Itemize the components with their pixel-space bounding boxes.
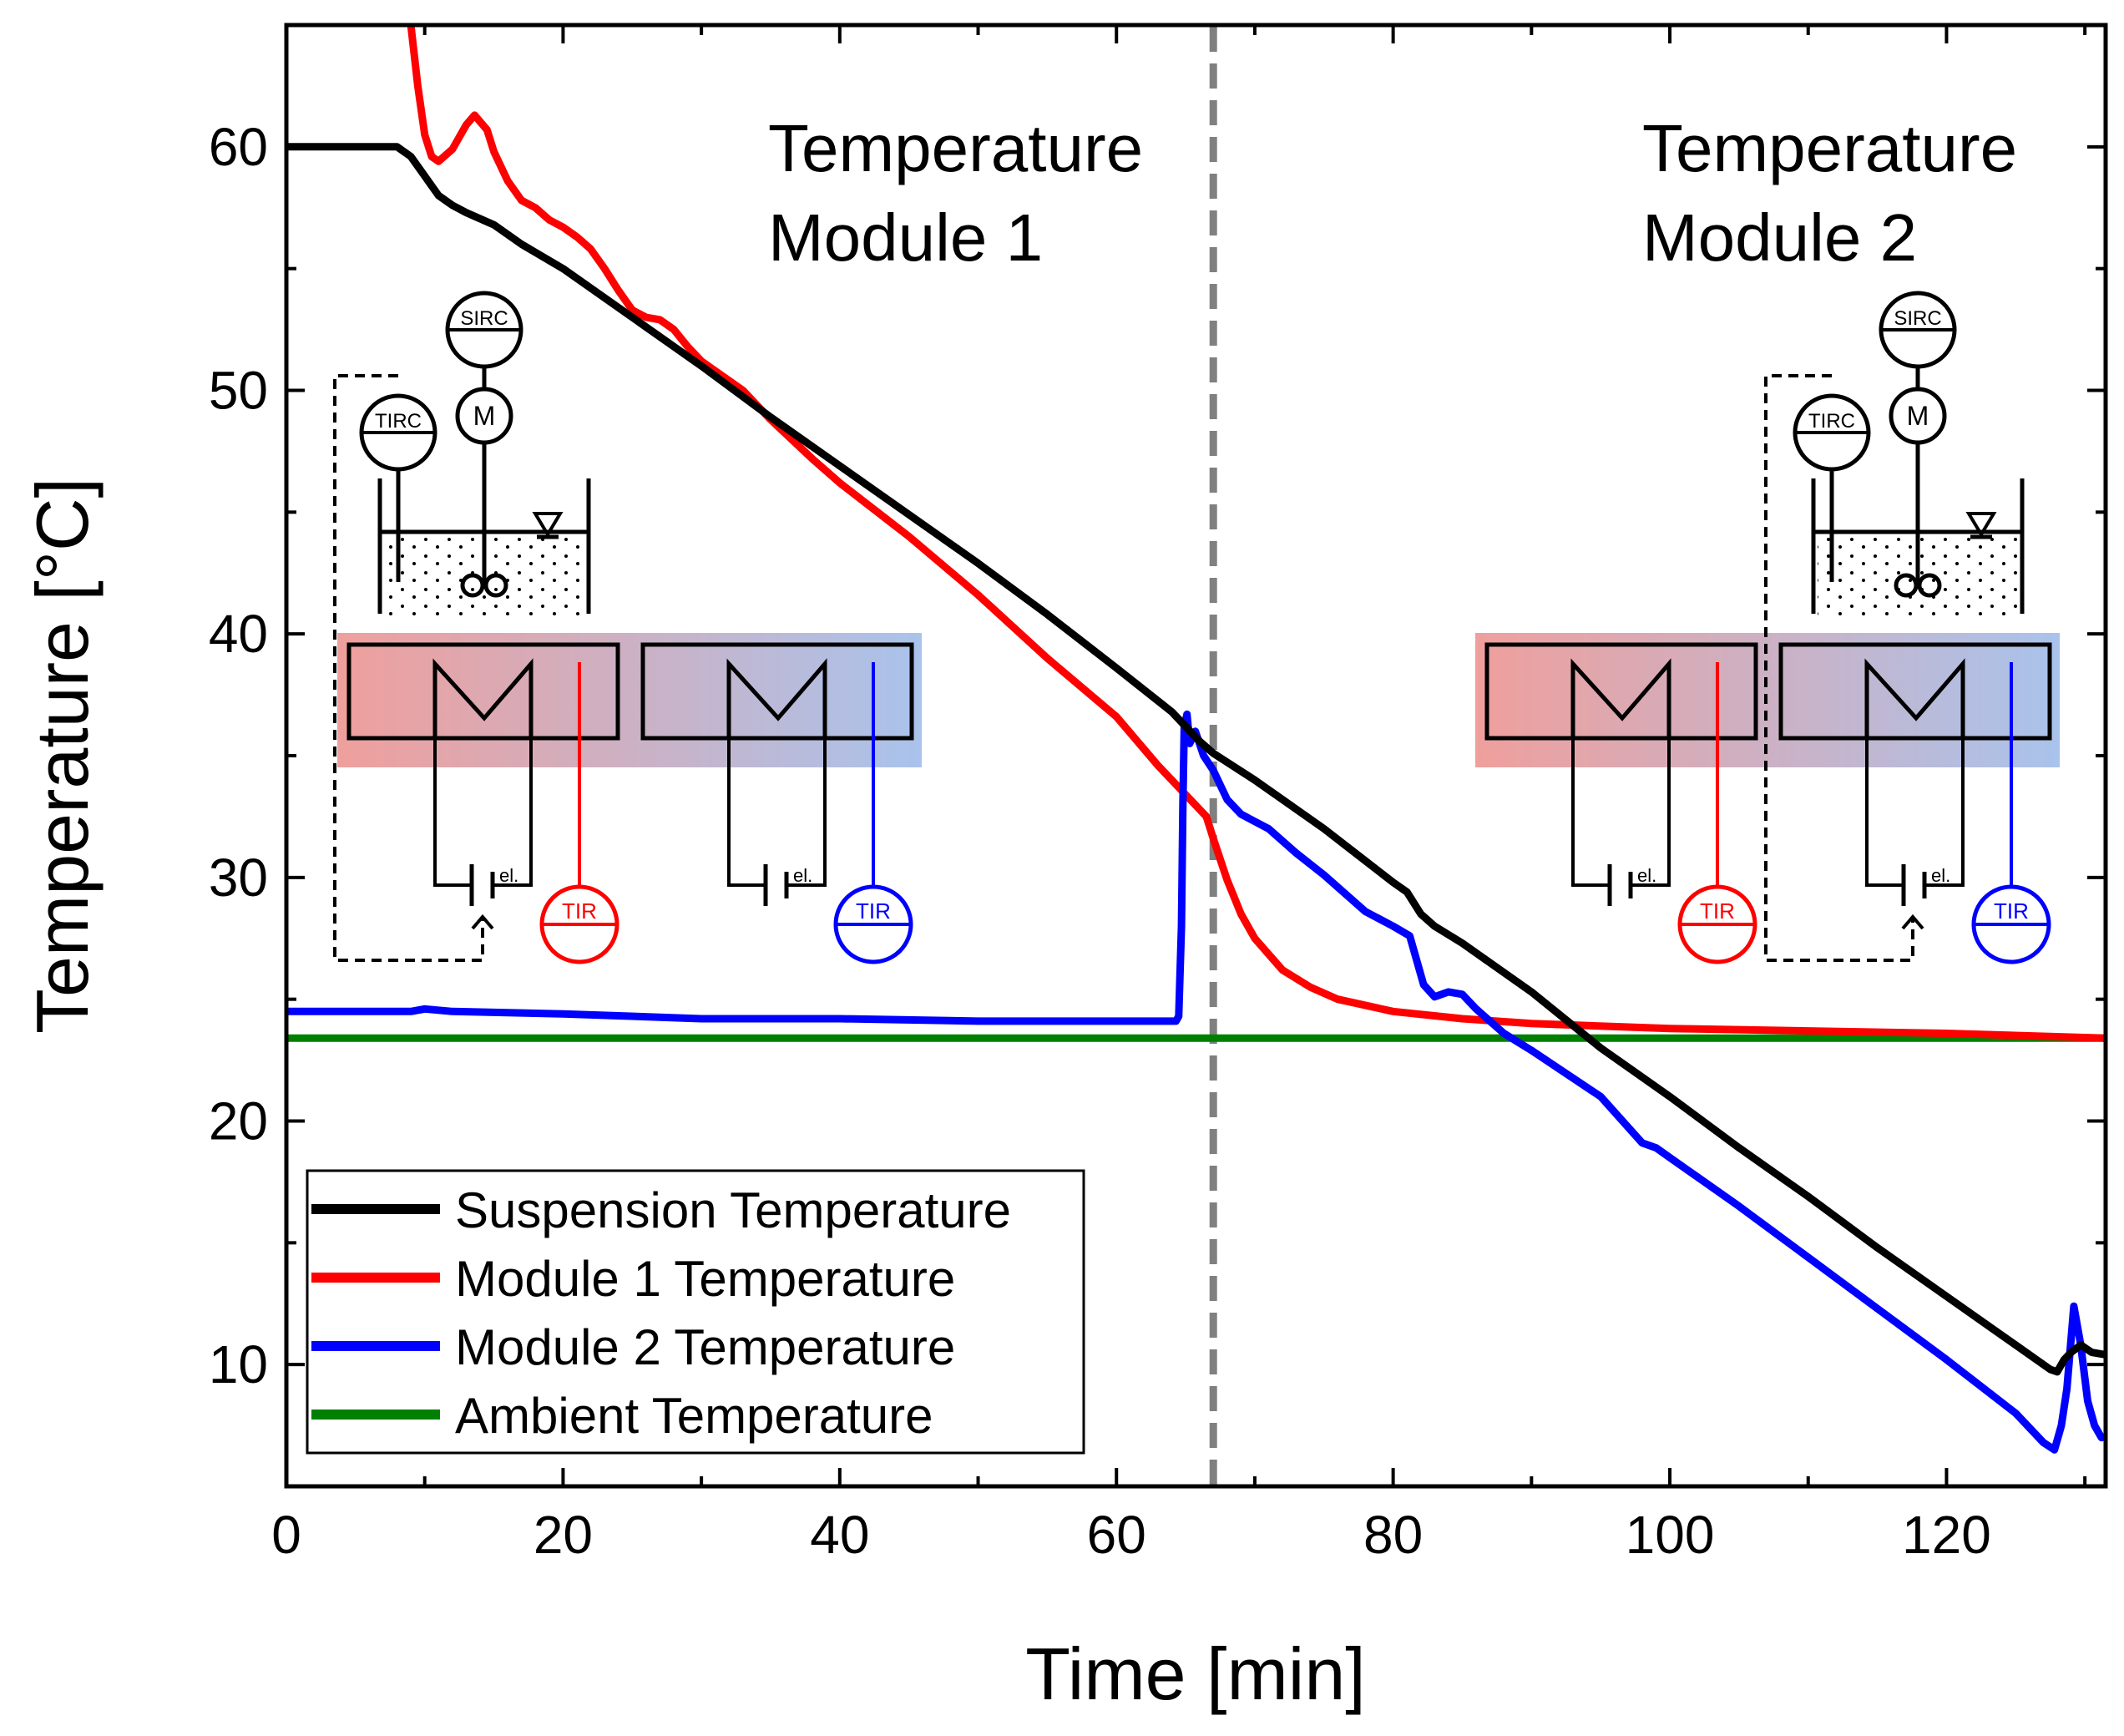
x-tick-label: 100 xyxy=(1626,1505,1715,1565)
svg-text:TIR: TIR xyxy=(1994,898,2029,924)
x-tick-label: 80 xyxy=(1363,1505,1423,1565)
y-tick-label: 30 xyxy=(209,848,268,908)
heat-exchanger-1 xyxy=(1484,642,1758,741)
heat-exchanger-1 xyxy=(346,642,620,741)
svg-text:M: M xyxy=(1907,401,1929,431)
legend-label-module-2: Module 2 Temperature xyxy=(455,1319,955,1375)
svg-text:TIR: TIR xyxy=(856,898,891,924)
heat-exchanger-2 xyxy=(640,642,914,741)
annotation-module-2-line-1: Temperature xyxy=(1642,111,2017,185)
x-axis-title: Time [min] xyxy=(1025,1632,1365,1715)
legend-label-ambient: Ambient Temperature xyxy=(455,1388,933,1444)
x-tick-label: 20 xyxy=(534,1505,593,1565)
svg-text:el.: el. xyxy=(1637,865,1656,886)
annotation-module-1-line-1: Temperature xyxy=(768,111,1143,185)
svg-text:SIRC: SIRC xyxy=(460,307,508,330)
y-tick-label: 20 xyxy=(209,1091,268,1151)
svg-text:TIRC: TIRC xyxy=(1808,410,1855,433)
series-layer xyxy=(286,25,2106,1454)
schematic-module-2: el. el. TIR TIR TIRC SIRC M xyxy=(1475,291,2060,964)
x-tick-label: 40 xyxy=(810,1505,869,1565)
legend: Suspension Temperature Module 1 Temperat… xyxy=(306,1169,1085,1455)
legend-box xyxy=(306,1169,1085,1455)
axis-ticks: 0 20 40 60 80 100 120 10 20 30 40 50 60 xyxy=(209,23,2106,1565)
power-supply-1 xyxy=(1607,864,1633,906)
svg-text:TIR: TIR xyxy=(1700,898,1735,924)
svg-text:el.: el. xyxy=(499,865,518,886)
heat-exchanger-2 xyxy=(1778,642,2052,741)
stirrer xyxy=(460,573,485,598)
heat-exchanger-gradient-band xyxy=(337,633,922,767)
legend-label-module-1: Module 1 Temperature xyxy=(455,1251,955,1307)
y-axis-title: Temperature [°C] xyxy=(21,478,104,1034)
series-line-suspension-temperature xyxy=(286,143,2106,1376)
y-tick-label: 40 xyxy=(209,604,268,664)
x-tick-label: 0 xyxy=(271,1505,301,1565)
annotation-module-2-line-2: Module 2 xyxy=(1642,200,1917,275)
svg-text:TIRC: TIRC xyxy=(375,410,422,433)
legend-label-suspension: Suspension Temperature xyxy=(455,1182,1011,1238)
series-line-module-2-temperature xyxy=(286,710,2106,1454)
schematic-module-1: el. el. TIR TIR TIRC SIRC M xyxy=(333,291,922,964)
svg-text:SIRC: SIRC xyxy=(1894,307,1941,330)
power-supply-1 xyxy=(469,864,495,906)
x-tick-label: 120 xyxy=(1902,1505,1991,1565)
series-line-module-1-temperature xyxy=(407,25,2106,1042)
annotation-module-1-line-2: Module 1 xyxy=(768,200,1043,275)
y-tick-label: 10 xyxy=(209,1334,268,1394)
x-tick-label: 60 xyxy=(1087,1505,1146,1565)
svg-text:el.: el. xyxy=(1931,865,1950,886)
power-supply-2 xyxy=(763,864,789,906)
stirrer xyxy=(1894,573,1919,598)
svg-text:el.: el. xyxy=(793,865,812,886)
svg-text:M: M xyxy=(473,401,496,431)
svg-text:TIR: TIR xyxy=(562,898,597,924)
y-tick-label: 50 xyxy=(209,361,268,421)
y-tick-label: 60 xyxy=(209,117,268,177)
power-supply-2 xyxy=(1901,864,1927,906)
